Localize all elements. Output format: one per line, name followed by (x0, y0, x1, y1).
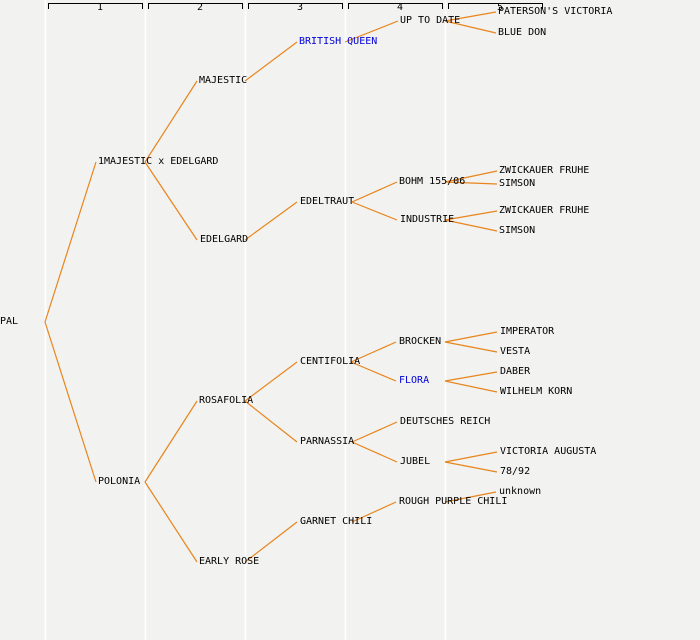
node-zwickauer-fruhe-2: ZWICKAUER FRUHE (499, 205, 590, 216)
node-blue-don: BLUE DON (498, 27, 547, 38)
edge-edeltraut-bohm (351, 181, 398, 203)
edge-majestic-britishqueen (244, 41, 298, 82)
node-imperator: IMPERATOR (500, 326, 555, 337)
node-majestic: MAJESTIC (199, 75, 248, 86)
edge-edeltraut-industrie (351, 201, 398, 221)
edge-uptodate-bluedon (444, 20, 497, 34)
edge-edelgard-edeltraut (244, 201, 298, 241)
edge-opal-majesticxedelgard (44, 161, 97, 323)
node-up-to-date: UP TO DATE (400, 15, 461, 26)
node-wilhelm-korn: WILHELM KORN (500, 386, 573, 397)
node-edelgard: EDELGARD (200, 234, 249, 245)
edge-jubel-victoriaaugusta (444, 451, 498, 463)
node-polonia: POLONIA (98, 476, 141, 487)
column-bracket-4 (348, 3, 443, 9)
edge-uptodate-patersonsvictoria (444, 11, 497, 22)
edge-jubel-7892 (444, 461, 498, 473)
column-bracket-3 (248, 3, 343, 9)
node-victoria-augusta: VICTORIA AUGUSTA (500, 446, 597, 457)
node-simson-2: SIMSON (499, 225, 536, 236)
edge-industrie-simson2 (444, 219, 498, 232)
edge-britishqueen-uptodate (344, 20, 399, 43)
node-rosafolia: ROSAFOLIA (199, 395, 254, 406)
node-british-queen-link[interactable]: BRITISH QUEEN (299, 36, 378, 47)
node-industrie: INDUSTRIE (400, 214, 455, 225)
edge-earlyrose-garnetchili (244, 521, 298, 563)
node-daber: DABER (500, 366, 531, 377)
node-deutsches-reich: DEUTSCHES REICH (400, 416, 491, 427)
edge-rosafolia-parnassia (244, 400, 298, 443)
node-garnet-chili: GARNET CHILI (300, 516, 373, 527)
edge-parnassia-jubel (351, 441, 398, 463)
column-header-2: 2 (196, 2, 204, 13)
edge-brocken-imperator (444, 331, 498, 343)
edge-rosafolia-centifolia (244, 361, 298, 402)
edge-majesticxedelgard-edelgard (144, 161, 198, 241)
node-early-rose: EARLY ROSE (199, 556, 260, 567)
node-vesta: VESTA (500, 346, 531, 357)
column-header-1: 1 (96, 2, 104, 13)
node-78-92: 78/92 (500, 466, 531, 477)
node-edeltraut: EDELTRAUT (300, 196, 355, 207)
edge-bohm-zwickauerfruhe1 (444, 170, 498, 183)
edge-majesticxedelgard-majestic (144, 80, 198, 163)
node-parnassia: PARNASSIA (300, 436, 355, 447)
column-header-5: 5 (496, 2, 504, 13)
node-rough-purple-chili: ROUGH PURPLE CHILI (399, 496, 508, 507)
node-majestic-x-edelgard: 1MAJESTIC x EDELGARD (98, 156, 219, 167)
edge-industrie-zwickauerfruhe2 (444, 210, 498, 221)
node-simson-1: SIMSON (499, 178, 536, 189)
edge-garnetchili-roughpurplechili (351, 501, 397, 523)
edge-roughpurplechili-unknown (444, 491, 497, 503)
node-patersons-victoria: PATERSON'S VICTORIA (498, 6, 613, 17)
node-bohm-155-06: BOHM 155/06 (399, 176, 466, 187)
node-zwickauer-fruhe-1: ZWICKAUER FRUHE (499, 165, 590, 176)
column-header-3: 3 (296, 2, 304, 13)
node-unknown: unknown (499, 486, 542, 497)
node-centifolia: CENTIFOLIA (300, 356, 361, 367)
edge-polonia-earlyrose (144, 481, 198, 563)
edge-flora-wilhelmkorn (444, 380, 498, 393)
edge-parnassia-deutschesreich (351, 421, 398, 443)
edge-centifolia-flora (350, 361, 397, 382)
edge-opal-polonia (44, 321, 97, 483)
column-bracket-2 (148, 3, 243, 9)
node-opal: OPAL (0, 316, 19, 327)
column-bracket-1 (48, 3, 143, 9)
edge-brocken-vesta (444, 341, 498, 353)
column-bracket-5 (448, 3, 543, 9)
edge-bohm-simson1 (444, 181, 498, 185)
edge-polonia-rosafolia (144, 400, 198, 483)
node-brocken: BROCKEN (399, 336, 442, 347)
edge-centifolia-brocken (350, 341, 397, 363)
node-jubel: JUBEL (400, 456, 431, 467)
node-flora-link[interactable]: FLORA (399, 375, 430, 386)
edge-flora-daber (444, 371, 498, 382)
column-header-4: 4 (396, 2, 404, 13)
